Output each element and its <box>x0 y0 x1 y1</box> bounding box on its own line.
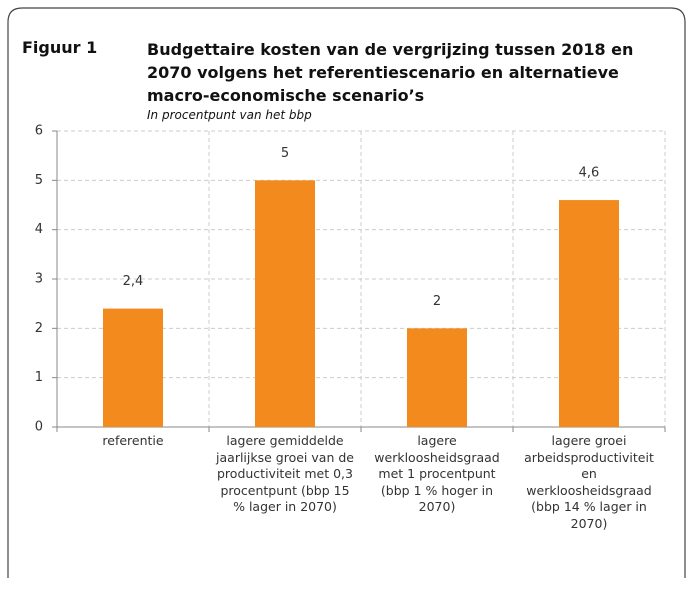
x-tick-label: referentie <box>102 433 164 448</box>
bar <box>559 200 619 427</box>
data-label: 4,6 <box>579 166 600 181</box>
x-tick-label: lagere groei arbeidsproductiviteit en we… <box>524 433 654 531</box>
chart-subtitle: In procentpunt van het bbp <box>147 108 312 122</box>
y-tick-label: 2 <box>35 321 43 336</box>
y-tick-label: 1 <box>35 370 43 385</box>
y-tick-label: 3 <box>35 272 43 287</box>
y-tick-label: 6 <box>35 124 43 139</box>
y-tick-label: 0 <box>35 420 43 435</box>
frame <box>7 7 686 578</box>
y-tick-label: 5 <box>35 173 43 188</box>
data-label: 2 <box>433 294 441 309</box>
data-label: 2,4 <box>123 274 144 289</box>
bar <box>103 308 163 427</box>
chart-title: Budgettaire kosten van de vergrijzing tu… <box>147 40 634 105</box>
x-tick-label: lagere gemiddelde jaarlijkse groei van d… <box>216 433 354 514</box>
figure-label: Figuur 1 <box>22 38 98 57</box>
bar <box>407 328 467 427</box>
y-tick-label: 4 <box>35 222 43 237</box>
bar <box>255 180 315 427</box>
data-label: 5 <box>281 146 289 161</box>
x-tick-label: lagere werkloosheidsgraad met 1 procentp… <box>374 433 500 514</box>
